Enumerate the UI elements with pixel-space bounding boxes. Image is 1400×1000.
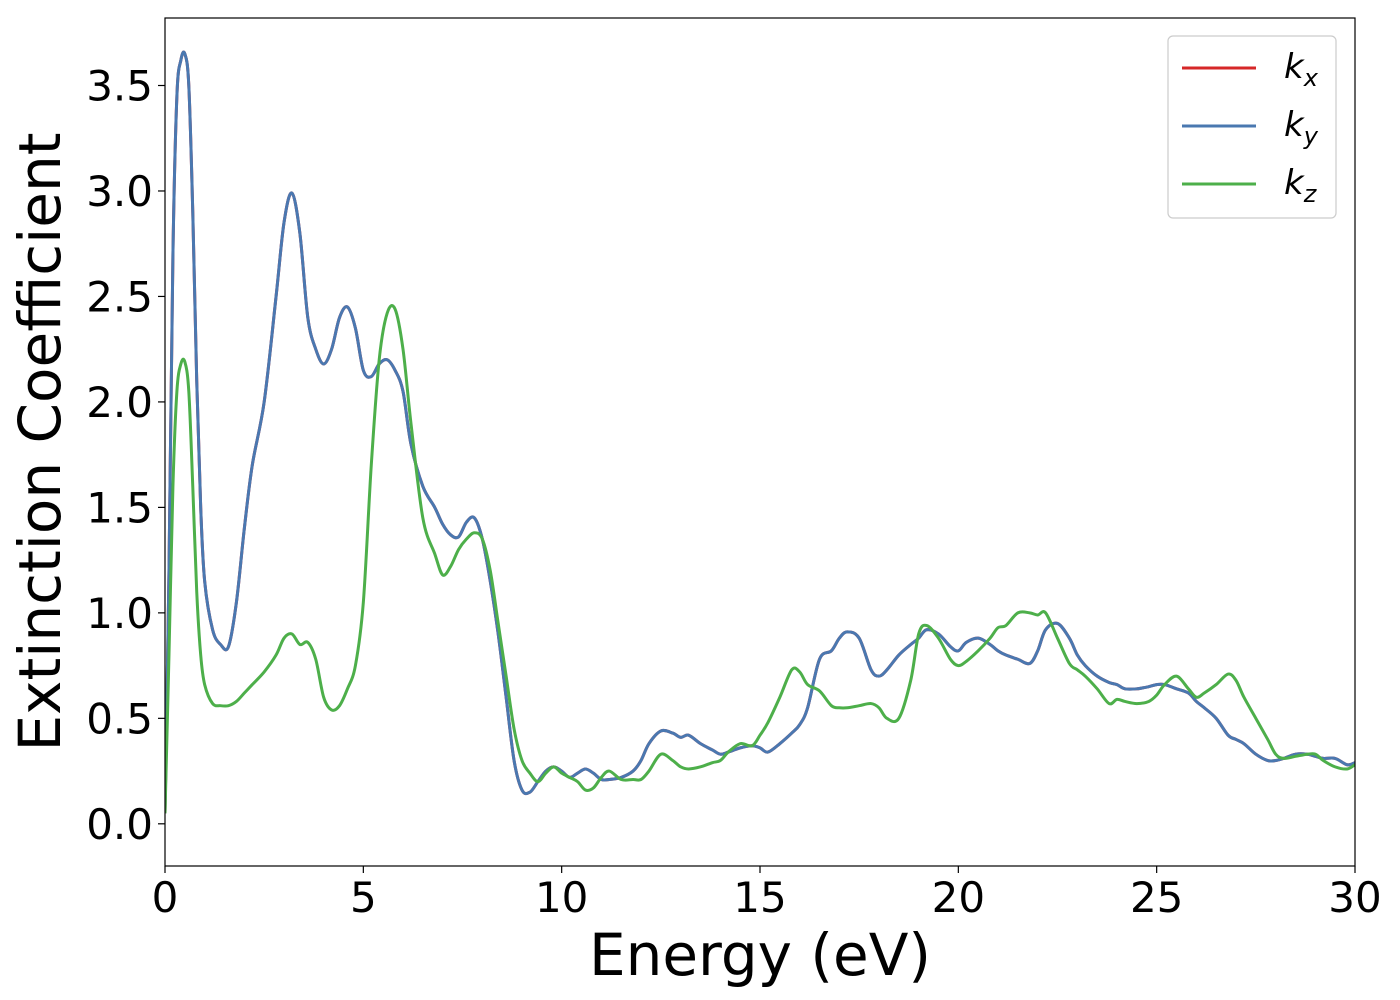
x-tick-label: 20 [932,873,985,922]
y-tick-label: 1.0 [86,589,153,638]
y-tick-label: 2.0 [86,378,153,427]
y-tick-label: 1.5 [86,483,153,532]
x-axis-ticks: 0 5 10 15 20 25 30 [152,866,1382,922]
x-tick-label: 15 [733,873,786,922]
y-axis-label: Extinction Coefficient [6,133,74,752]
x-tick-label: 5 [350,873,377,922]
legend-label-y: ky [1284,105,1319,150]
plot-area [165,50,1355,814]
y-tick-label: 2.5 [86,272,153,321]
x-tick-label: 25 [1130,873,1183,922]
x-tick-label: 10 [535,873,588,922]
y-tick-label: 3.5 [86,62,153,111]
y-tick-label: 0.0 [86,800,153,849]
y-tick-label: 0.5 [86,694,153,743]
series-line-z [165,304,1355,814]
x-tick-label: 0 [152,873,179,922]
x-axis-label: Energy (eV) [589,921,931,989]
series-line-y [165,50,1355,814]
y-tick-label: 3.0 [86,167,153,216]
x-tick-label: 30 [1328,873,1381,922]
legend-label-x: kx [1284,47,1319,92]
legend: kx ky kz [1167,35,1337,219]
y-axis-ticks: 0.0 0.5 1.0 1.5 2.0 2.5 3.0 3.5 [86,62,165,849]
legend-label-z: kz [1284,163,1318,208]
